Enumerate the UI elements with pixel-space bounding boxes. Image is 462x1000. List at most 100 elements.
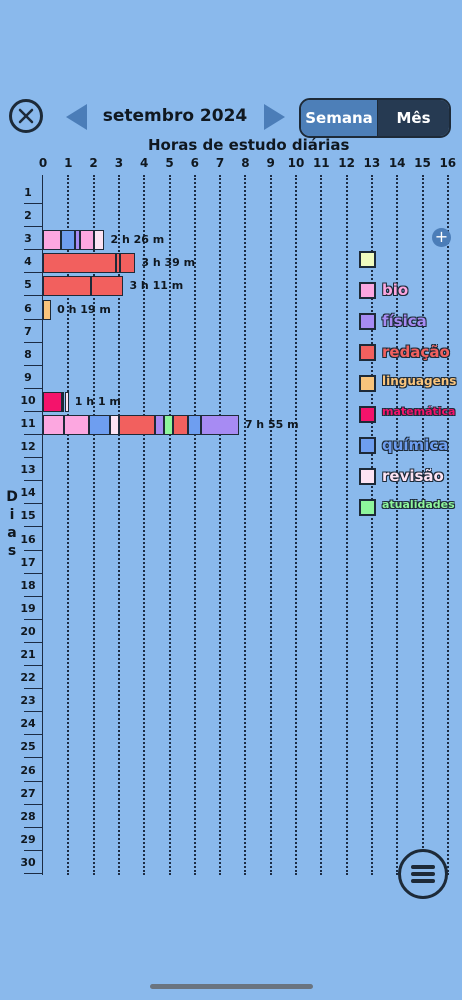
bar-segment-física[interactable] <box>74 230 80 251</box>
day-separator <box>24 526 43 528</box>
legend-label[interactable]: atualidades <box>382 498 455 511</box>
day-label: 18 <box>20 578 36 592</box>
legend-swatch[interactable] <box>359 499 376 516</box>
bar-segment-química[interactable] <box>60 230 75 251</box>
day-label: 11 <box>20 417 36 430</box>
x-tick-label: 4 <box>140 156 149 170</box>
add-subject-button[interactable]: + <box>432 228 451 247</box>
bar-segment-bio[interactable] <box>79 230 94 251</box>
bar-segment-física[interactable] <box>61 391 65 412</box>
bar-segment-bio[interactable] <box>63 415 90 435</box>
legend-swatch[interactable] <box>359 437 376 454</box>
bar-segment-redação[interactable] <box>43 276 92 297</box>
bar-segment-física[interactable] <box>155 415 164 435</box>
menu-button[interactable] <box>398 849 448 899</box>
bar-segment-redação[interactable] <box>43 253 117 274</box>
legend-swatch[interactable] <box>359 468 376 485</box>
y-axis-label-letter: D <box>6 489 18 505</box>
bar-segment-química[interactable] <box>188 415 201 435</box>
tab-month[interactable]: Mês <box>378 100 449 136</box>
x-tick-label: 14 <box>388 156 406 170</box>
legend-label[interactable]: redação <box>382 343 450 361</box>
day-separator <box>24 226 43 228</box>
view-toggle: Semana Mês <box>299 98 451 138</box>
gridline <box>193 175 196 875</box>
bar-segment-física[interactable] <box>200 415 239 435</box>
day-separator <box>24 780 43 782</box>
gridline <box>244 175 247 875</box>
bar-segment-química[interactable] <box>89 415 111 435</box>
gridline <box>117 175 120 875</box>
day-label: 24 <box>20 717 36 731</box>
day-label: 21 <box>20 648 36 661</box>
day-separator <box>24 734 43 736</box>
x-tick-label: 2 <box>89 156 98 170</box>
bar-segment-redação[interactable] <box>118 415 156 435</box>
gridline <box>67 175 70 875</box>
legend-label[interactable]: matemática <box>382 405 456 418</box>
day-separator <box>24 872 43 874</box>
legend-swatch[interactable] <box>359 375 376 392</box>
bar-segment-revisão[interactable] <box>64 391 69 412</box>
day-separator <box>24 295 43 297</box>
bar-total-label: 3 h 39 m <box>141 256 196 270</box>
gridline <box>219 175 222 875</box>
day-separator <box>24 272 43 274</box>
bar-segment-atualidades[interactable] <box>163 415 174 435</box>
chart-title: Horas de estudo diárias <box>148 136 350 154</box>
day-label: 2 <box>24 209 32 223</box>
day-separator <box>24 249 43 251</box>
legend-label[interactable]: revisão <box>382 467 444 485</box>
day-label: 27 <box>20 786 36 800</box>
x-tick-label: 15 <box>414 156 431 170</box>
bar-segment-redação[interactable] <box>116 253 121 274</box>
day-separator <box>24 826 43 828</box>
legend-label[interactable]: física <box>382 312 427 330</box>
legend-swatch[interactable] <box>359 406 376 423</box>
day-label: 8 <box>24 347 32 361</box>
day-label: 29 <box>20 832 36 846</box>
gridline <box>92 175 95 875</box>
legend-swatch[interactable] <box>359 313 376 330</box>
day-label: 1 <box>24 186 32 199</box>
day-label: 10 <box>20 393 36 407</box>
day-label: 14 <box>20 486 36 500</box>
next-month-arrow-icon[interactable] <box>264 104 285 130</box>
gridline <box>295 175 297 875</box>
legend-label[interactable]: linguagens <box>382 374 457 388</box>
day-separator <box>24 434 43 435</box>
legend-swatch[interactable] <box>359 251 376 268</box>
day-separator <box>24 457 43 459</box>
legend-label[interactable]: química <box>382 436 449 454</box>
day-separator <box>24 341 43 343</box>
tab-week[interactable]: Semana <box>301 100 378 136</box>
bar-segment-linguagens[interactable] <box>43 299 52 320</box>
bar-segment-redação[interactable] <box>173 415 189 435</box>
x-tick-label: 6 <box>190 156 199 170</box>
legend-label[interactable]: bio <box>382 281 409 299</box>
bar-total-label: 2 h 26 m <box>110 233 165 247</box>
x-tick-label: 9 <box>266 156 275 170</box>
x-tick-label: 7 <box>215 156 225 170</box>
bar-segment-revisão[interactable] <box>110 415 119 435</box>
close-button[interactable] <box>9 99 43 133</box>
home-indicator <box>150 984 313 989</box>
legend-swatch[interactable] <box>359 344 376 361</box>
bar-segment-redação[interactable] <box>91 276 124 297</box>
previous-month-arrow-icon[interactable] <box>66 104 87 130</box>
day-separator <box>24 641 43 643</box>
bar-segment-redação[interactable] <box>120 253 136 274</box>
bar-segment-revisão[interactable] <box>93 230 105 251</box>
bar-total-label: 3 h 11 m <box>129 279 184 293</box>
bar-total-label: 0 h 19 m <box>57 302 111 316</box>
day-label: 3 <box>24 232 32 246</box>
x-tick-label: 8 <box>241 156 250 170</box>
bar-segment-matemática[interactable] <box>43 391 62 412</box>
y-axis-label-letter: i <box>9 507 15 523</box>
legend-swatch[interactable] <box>359 282 376 299</box>
day-label: 22 <box>20 671 36 685</box>
bar-segment-bio[interactable] <box>43 415 64 435</box>
day-label: 25 <box>20 740 36 754</box>
bar-segment-bio[interactable] <box>43 230 61 251</box>
day-label: 12 <box>20 440 36 454</box>
